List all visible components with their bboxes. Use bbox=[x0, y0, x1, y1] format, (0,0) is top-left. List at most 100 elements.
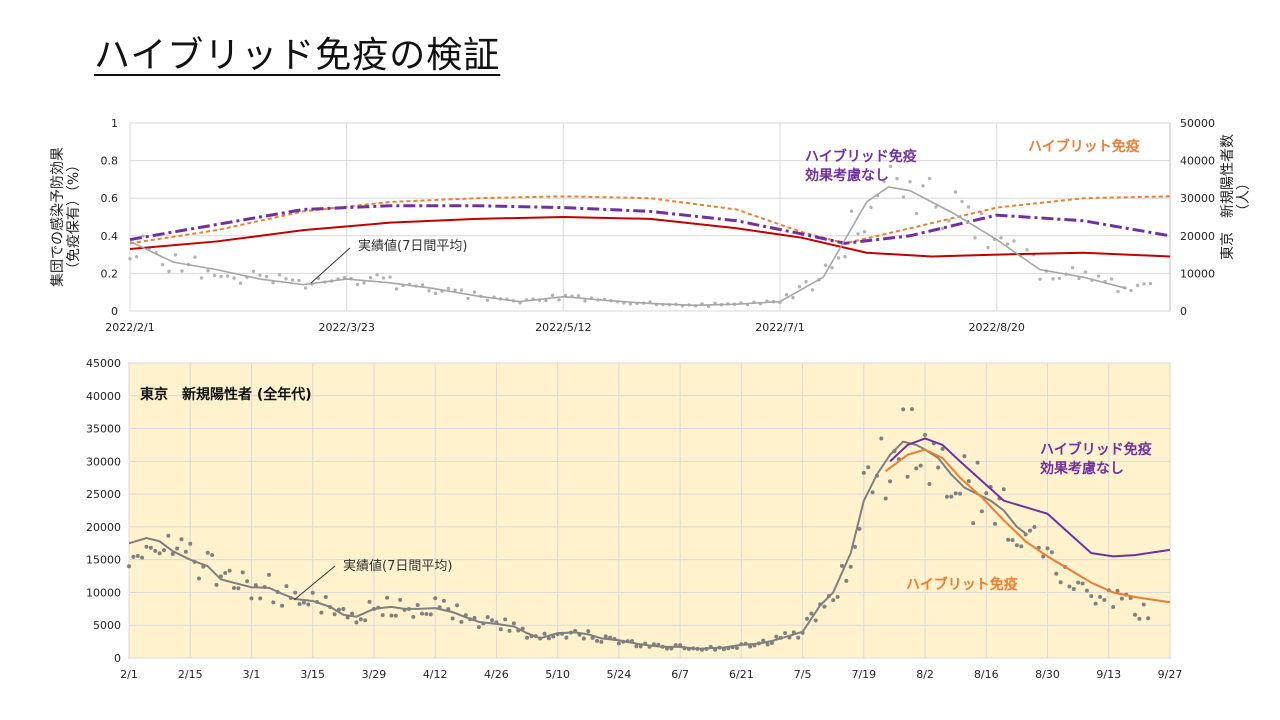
bottom-data-point bbox=[511, 621, 516, 626]
bottom-data-point bbox=[196, 576, 201, 581]
bottom-data-point bbox=[975, 460, 980, 465]
top-data-point bbox=[1129, 288, 1133, 293]
bottom-y-tick: 15000 bbox=[86, 554, 121, 567]
bottom-data-point bbox=[1093, 601, 1098, 606]
bottom-x-tick: 8/2 bbox=[916, 668, 934, 681]
top-data-point bbox=[232, 276, 236, 280]
bottom-data-point bbox=[883, 496, 888, 501]
bottom-x-tick: 3/15 bbox=[300, 668, 325, 681]
bottom-data-point bbox=[804, 616, 809, 621]
top-data-point bbox=[1096, 274, 1101, 278]
top-data-point bbox=[355, 282, 360, 287]
bottom-data-point bbox=[1067, 584, 1072, 589]
bottom-data-point bbox=[310, 590, 315, 595]
bottom-data-point bbox=[958, 491, 963, 496]
bottom-data-point bbox=[927, 481, 932, 486]
bottom-data-point bbox=[1014, 543, 1019, 548]
bottom-data-point bbox=[1054, 571, 1059, 576]
bottom-x-tick: 9/27 bbox=[1158, 668, 1183, 681]
bottom-data-point bbox=[953, 491, 958, 496]
bottom-y-tick: 5000 bbox=[93, 619, 121, 632]
top-data-point bbox=[238, 281, 243, 285]
bottom-x-tick: 2/1 bbox=[120, 668, 138, 681]
bottom-series-line bbox=[885, 448, 1171, 604]
bottom-data-point bbox=[1133, 612, 1138, 617]
bottom-data-point bbox=[888, 479, 893, 484]
bottom-data-point bbox=[249, 596, 254, 601]
bottom-y-tick: 35000 bbox=[86, 423, 121, 436]
bottom-data-point bbox=[848, 564, 853, 569]
bottom-x-tick: 8/16 bbox=[974, 668, 999, 681]
top-data-point bbox=[836, 256, 841, 260]
top-data-point bbox=[362, 281, 366, 285]
bottom-data-point bbox=[1119, 596, 1124, 601]
bottom-data-point bbox=[476, 625, 481, 630]
top-data-point bbox=[966, 205, 971, 209]
top-data-point bbox=[167, 269, 171, 274]
top-data-point bbox=[869, 205, 873, 210]
bottom-data-point bbox=[1115, 588, 1120, 593]
top-x-tick: 2022/8/20 bbox=[968, 321, 1024, 334]
bottom-data-point bbox=[1098, 594, 1103, 599]
top-data-point bbox=[1083, 270, 1088, 274]
bottom-data-point bbox=[210, 553, 215, 558]
top-data-point bbox=[1038, 277, 1042, 281]
top-annotation-purple-line: 効果考慮なし bbox=[805, 167, 889, 184]
bottom-data-point bbox=[358, 617, 363, 622]
top-data-point bbox=[550, 293, 555, 298]
top-data-point bbox=[895, 177, 899, 181]
bottom-data-point bbox=[253, 583, 258, 588]
bottom-data-point bbox=[161, 548, 166, 553]
top-y-left-tick: 0.4 bbox=[101, 230, 119, 243]
bottom-data-point bbox=[634, 644, 639, 649]
bottom-data-point bbox=[940, 446, 945, 451]
bottom-data-point bbox=[971, 521, 976, 526]
bottom-data-point bbox=[944, 494, 949, 499]
bottom-data-point bbox=[398, 597, 403, 602]
bottom-data-point bbox=[319, 610, 324, 615]
top-data-point bbox=[342, 275, 347, 280]
bottom-x-tick: 2/15 bbox=[178, 668, 203, 681]
top-data-point bbox=[388, 275, 392, 279]
top-y-left-tick: 0.2 bbox=[101, 267, 119, 280]
top-data-point bbox=[134, 254, 139, 259]
bottom-data-point bbox=[835, 594, 840, 599]
bottom-data-point bbox=[240, 570, 245, 575]
bottom-data-point bbox=[1137, 616, 1142, 621]
bottom-data-point bbox=[293, 590, 298, 595]
bottom-data-point bbox=[1019, 544, 1024, 549]
top-series-line bbox=[129, 215, 1171, 258]
bottom-data-point bbox=[783, 631, 788, 636]
bottom-data-point bbox=[433, 596, 438, 601]
bottom-x-tick: 7/5 bbox=[794, 668, 812, 681]
bottom-data-point bbox=[1032, 524, 1037, 529]
bottom-data-point bbox=[271, 600, 276, 605]
bottom-data-point bbox=[127, 564, 131, 569]
bottom-data-point bbox=[866, 465, 871, 470]
bottom-annotation-purple: ハイブリッド免疫効果考慮なし bbox=[1040, 441, 1152, 477]
top-data-point bbox=[303, 286, 308, 290]
top-x-tick: 2022/3/23 bbox=[318, 321, 374, 334]
top-data-point bbox=[784, 292, 789, 297]
top-data-point bbox=[940, 226, 945, 231]
top-data-point bbox=[830, 266, 834, 270]
bottom-data-point bbox=[131, 554, 136, 559]
bottom-data-point bbox=[1076, 580, 1081, 585]
top-data-point bbox=[297, 278, 301, 283]
bottom-annotation-actual: 実績値(7日間平均) bbox=[343, 558, 452, 574]
top-y-left-tick: 1 bbox=[111, 117, 118, 130]
bottom-x-tick: 5/24 bbox=[607, 668, 632, 681]
bottom-data-point bbox=[542, 631, 547, 636]
top-y-right-tick: 40000 bbox=[1180, 155, 1215, 168]
bottom-x-tick: 5/10 bbox=[545, 668, 570, 681]
top-data-point bbox=[446, 286, 451, 291]
bottom-series-line bbox=[889, 437, 1171, 558]
bottom-data-point bbox=[1049, 550, 1054, 555]
top-data-point bbox=[427, 289, 431, 293]
top-data-point bbox=[1109, 277, 1114, 281]
top-data-point bbox=[258, 273, 262, 277]
top-data-point bbox=[1025, 248, 1029, 252]
top-data-point bbox=[843, 255, 847, 259]
bottom-data-point bbox=[385, 595, 390, 600]
